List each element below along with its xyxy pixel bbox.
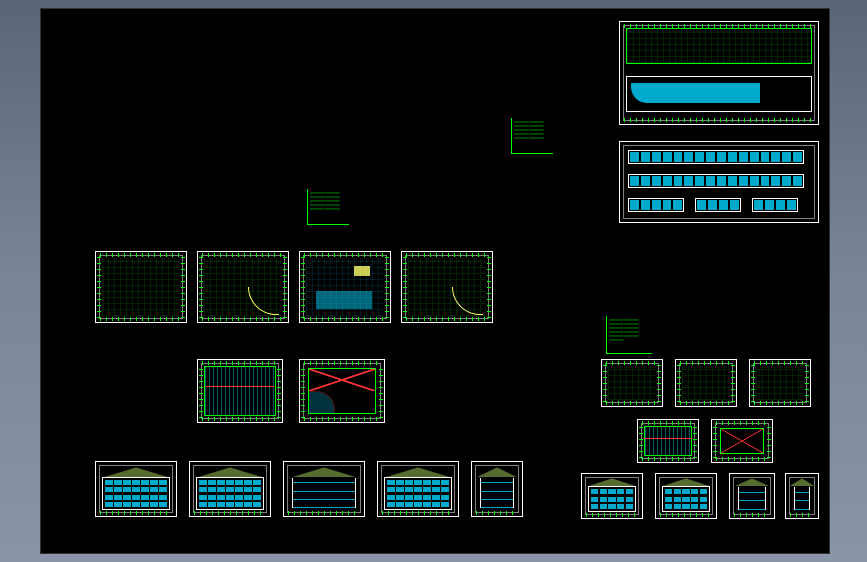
drawing-frame-r5[interactable] <box>711 419 773 463</box>
drawing-frame-r3[interactable] <box>749 359 811 407</box>
drawing-frame-r1[interactable] <box>601 359 663 407</box>
drawing-frame-top1[interactable] <box>619 21 819 125</box>
drawing-frame-p4[interactable] <box>401 251 493 323</box>
drawing-frame-p1[interactable] <box>95 251 187 323</box>
drawing-frame-p5[interactable] <box>197 359 283 423</box>
drawing-frame-p3[interactable] <box>299 251 391 323</box>
drawing-frame-p6[interactable] <box>299 359 385 423</box>
drawing-frame-e2[interactable] <box>189 461 271 517</box>
drawing-frame-re1[interactable] <box>581 473 643 519</box>
drawing-frame-e1[interactable] <box>95 461 177 517</box>
drawing-frame-re4[interactable] <box>785 473 819 519</box>
drawing-frame-re2[interactable] <box>655 473 717 519</box>
notes-block: ━━━━━━━━ ━━━━━━━━ ━━━━━━━━ ━━━━━━━━ ━━━━… <box>606 316 652 354</box>
notes-block: ━━━━━━━━ ━━━━━━━━ ━━━━━━━━ ━━━━━━━━ ━━━━… <box>307 189 349 225</box>
drawing-frame-e5[interactable] <box>471 461 523 517</box>
drawing-frame-e3[interactable] <box>283 461 365 517</box>
drawing-frame-re3[interactable] <box>729 473 775 519</box>
drawing-frame-e4[interactable] <box>377 461 459 517</box>
cad-canvas[interactable]: ━━━━━━━━ ━━━━━━━━ ━━━━━━━━ ━━━━━━━━ ━━━━… <box>40 8 830 554</box>
drawing-frame-p2[interactable] <box>197 251 289 323</box>
drawing-frame-top2[interactable] <box>619 141 819 223</box>
drawing-frame-r2[interactable] <box>675 359 737 407</box>
drawing-frame-r4[interactable] <box>637 419 699 463</box>
notes-block: ━━━━━━━━ ━━━━━━━━ ━━━━━━━━ ━━━━━━━━ ━━━━… <box>511 118 553 154</box>
